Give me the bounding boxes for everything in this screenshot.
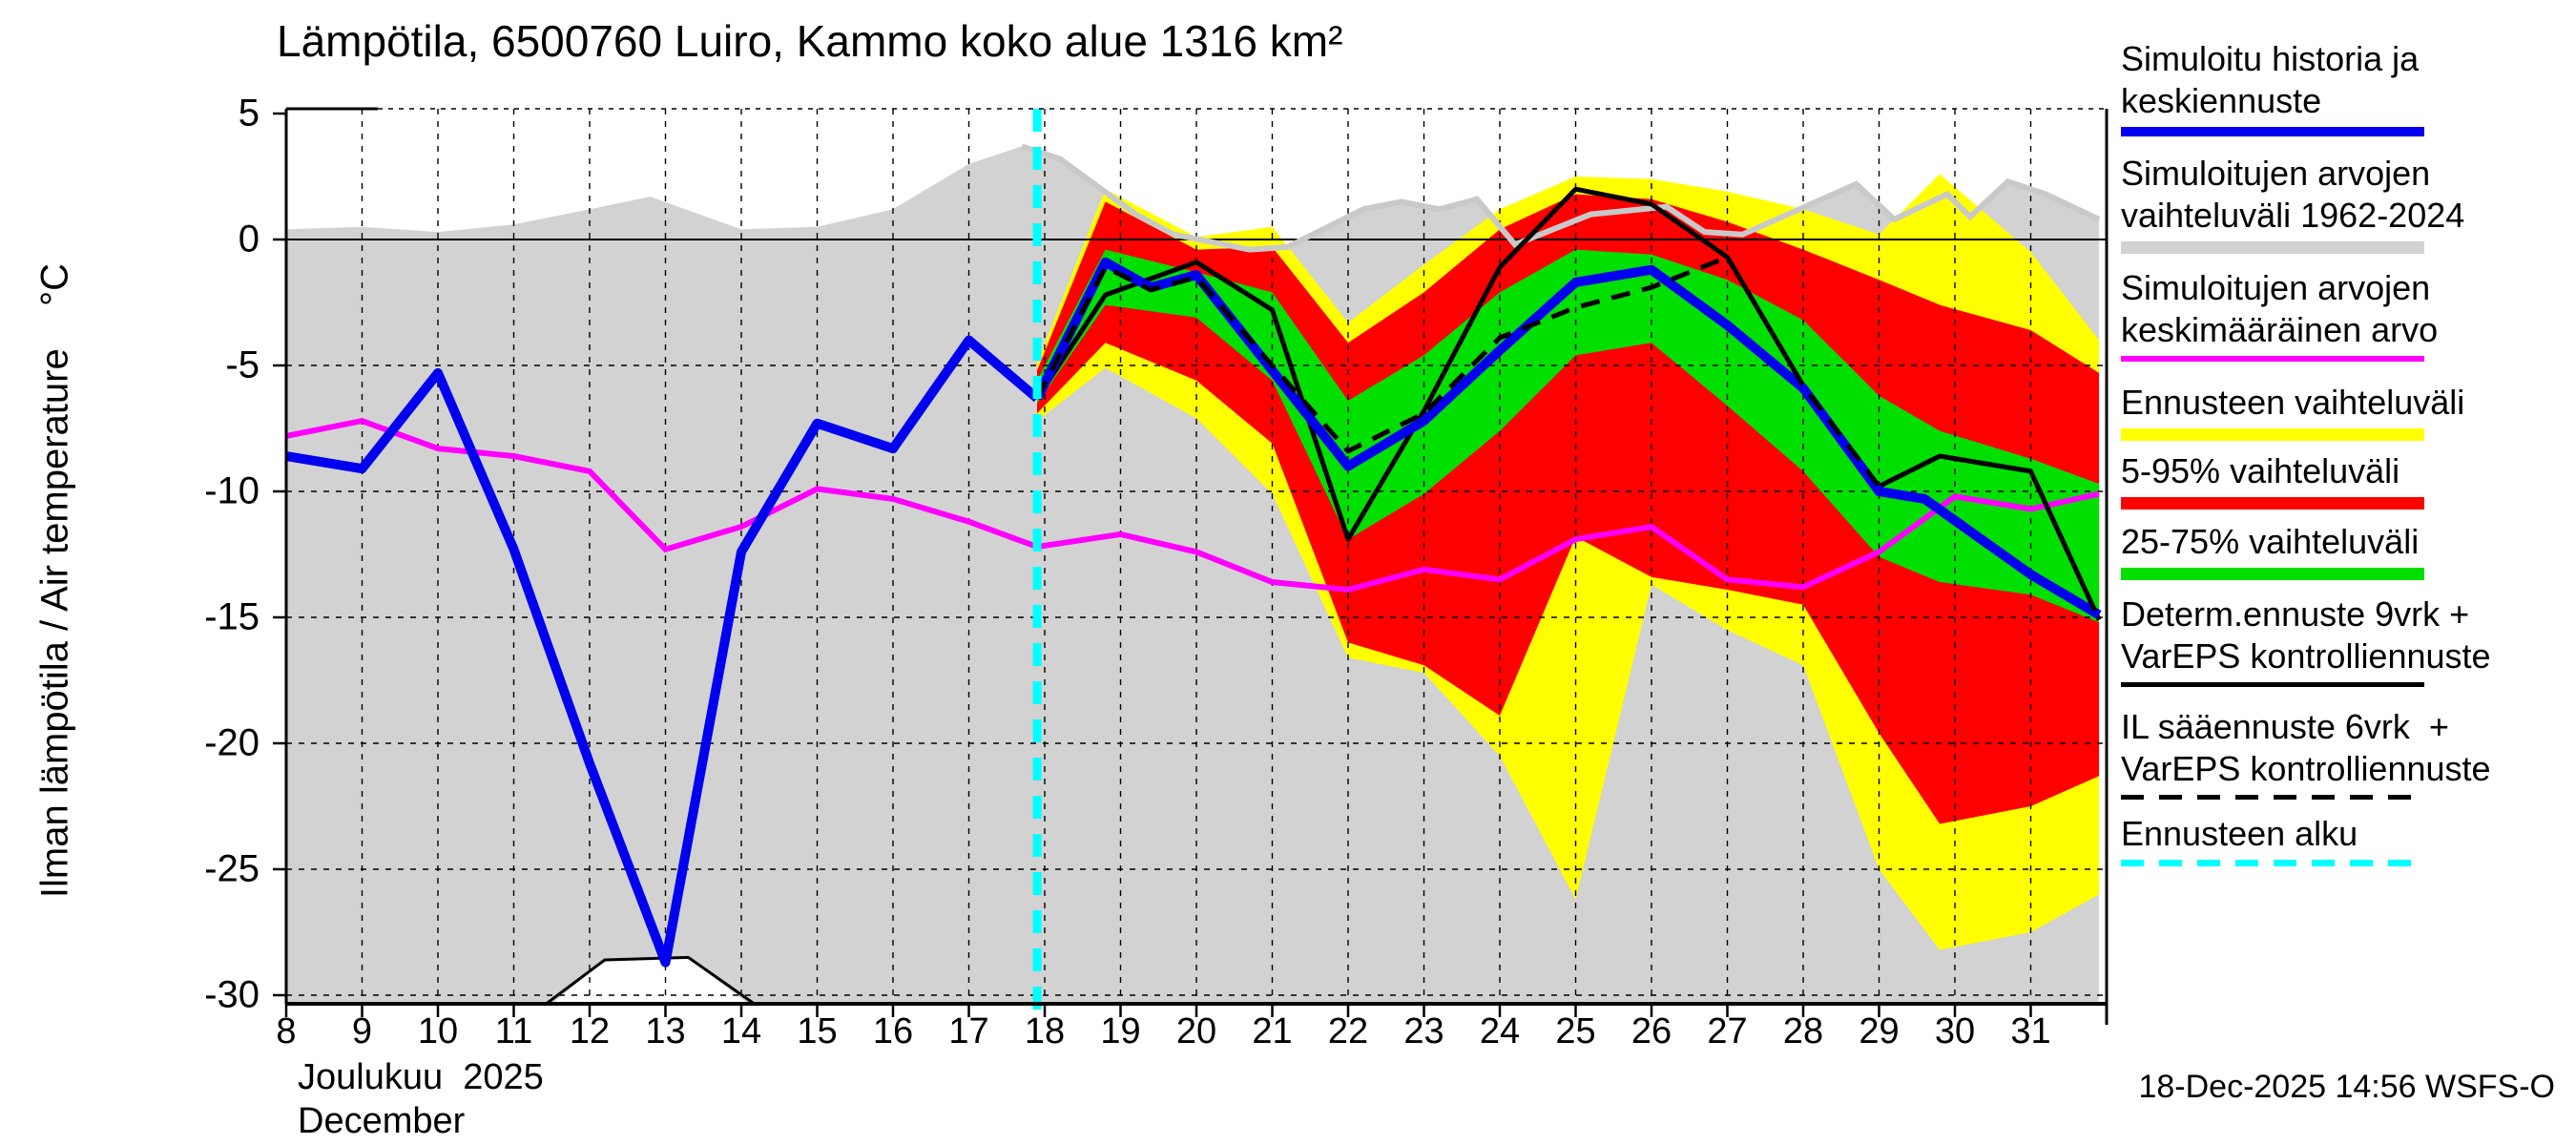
x-tick-label: 20 (1175, 1011, 1217, 1051)
x-tick-label: 31 (2010, 1011, 2051, 1051)
legend-item-label: Simuloitujen arvojen vaihteluväli 1962-2… (2121, 154, 2465, 235)
legend-swatch (2121, 795, 2424, 800)
x-tick-label: 19 (1100, 1011, 1141, 1051)
x-tick-label: 10 (417, 1011, 459, 1051)
x-tick-label: 23 (1403, 1011, 1444, 1051)
x-tick-label: 11 (494, 1011, 533, 1051)
y-tick-label: -10 (204, 469, 260, 512)
legend-item-label: IL sääennuste 6vrk + VarEPS kontrollienn… (2121, 707, 2491, 788)
y-tick-label: -25 (204, 847, 260, 890)
x-tick-label: 21 (1252, 1011, 1293, 1051)
x-tick-label: 29 (1859, 1011, 1900, 1051)
legend-swatch (2121, 428, 2424, 441)
x-tick-label: 8 (276, 1011, 297, 1051)
x-tick-label: 18 (1024, 1011, 1066, 1051)
x-tick-label: 26 (1631, 1011, 1672, 1051)
x-tick-label: 22 (1327, 1011, 1369, 1051)
y-axis-label: Ilman lämpötila / Air temperature °C (33, 262, 76, 899)
x-tick-label: 27 (1707, 1011, 1748, 1051)
y-tick-label: -15 (204, 595, 260, 638)
legend-swatch (2121, 497, 2424, 510)
history-mean-line (286, 335, 1041, 968)
y-tick-label: -30 (204, 973, 260, 1016)
legend-item-3: Simuloitujen arvojen keskimääräinen arvo (2121, 267, 2438, 362)
legend-swatch (2121, 568, 2424, 580)
legend-swatch (2121, 356, 2424, 362)
x-tick-label: 15 (797, 1011, 838, 1051)
il-forecast-line (1034, 255, 2102, 621)
legend-item-8: IL sääennuste 6vrk + VarEPS kontrollienn… (2121, 706, 2491, 800)
x-tick-label: 30 (1934, 1011, 1976, 1051)
x-tick-label: 14 (720, 1011, 762, 1051)
legend-item-1: Simuloitu historia ja keskiennuste (2121, 38, 2424, 136)
legend-swatch (2121, 860, 2424, 866)
month-label-english: December (298, 1101, 466, 1141)
legend-item-label: 25-75% vaihteluväli (2121, 522, 2420, 561)
legend-item-5: 5-95% vaihteluväli (2121, 450, 2424, 510)
chart-legend: Simuloitu historia ja keskiennuste Simulo… (2121, 0, 2569, 916)
legend-item-label: 5-95% vaihteluväli (2121, 451, 2400, 490)
legend-item-2: Simuloitujen arvojen vaihteluväli 1962-2… (2121, 153, 2464, 254)
legend-swatch (2121, 241, 2424, 254)
p25-75-band (1037, 249, 2100, 623)
legend-swatch (2121, 682, 2424, 687)
legend-item-4: Ennusteen vaihteluväli (2121, 382, 2464, 441)
x-tick-label: 12 (569, 1011, 611, 1051)
legend-item-label: Simuloitujen arvojen keskimääräinen arvo (2121, 268, 2439, 349)
legend-item-label: Ennusteen alku (2121, 814, 2358, 853)
x-tick-label: 17 (948, 1011, 989, 1051)
legend-item-label: Ennusteen vaihteluväli (2121, 383, 2465, 422)
simulated-mean-line (286, 417, 2100, 593)
legend-swatch (2121, 127, 2424, 136)
sim-range-bottom-edge (543, 955, 758, 1004)
sim-range-top-edge-line (1021, 143, 2101, 253)
x-tick-label: 25 (1555, 1011, 1596, 1051)
timestamp-label: 18-Dec-2025 14:56 WSFS-O (2138, 1069, 2555, 1105)
x-tick-label: 13 (645, 1011, 686, 1051)
x-tick-label: 28 (1782, 1011, 1824, 1051)
y-tick-label: -5 (225, 344, 260, 386)
legend-item-9: Ennusteen alku (2121, 813, 2424, 866)
legend-item-label: Determ.ennuste 9vrk + VarEPS kontrollien… (2121, 594, 2491, 676)
legend-item-6: 25-75% vaihteluväli (2121, 521, 2424, 580)
x-tick-label: 16 (872, 1011, 914, 1051)
y-tick-label: -20 (204, 721, 260, 764)
legend-item-label: Simuloitu historia ja keskiennuste (2121, 39, 2420, 120)
chart-title: Lämpötila, 6500760 Luiro, Kammo koko alu… (277, 16, 1343, 66)
forecast-mean-line (1032, 257, 2102, 619)
y-tick-label: 5 (238, 92, 260, 135)
x-tick-label: 9 (351, 1011, 373, 1051)
x-tick-label: 24 (1479, 1011, 1521, 1051)
y-tick-label: 0 (238, 218, 260, 260)
legend-item-7: Determ.ennuste 9vrk + VarEPS kontrollien… (2121, 593, 2491, 687)
month-label-finnish: Joulukuu 2025 (298, 1057, 544, 1097)
